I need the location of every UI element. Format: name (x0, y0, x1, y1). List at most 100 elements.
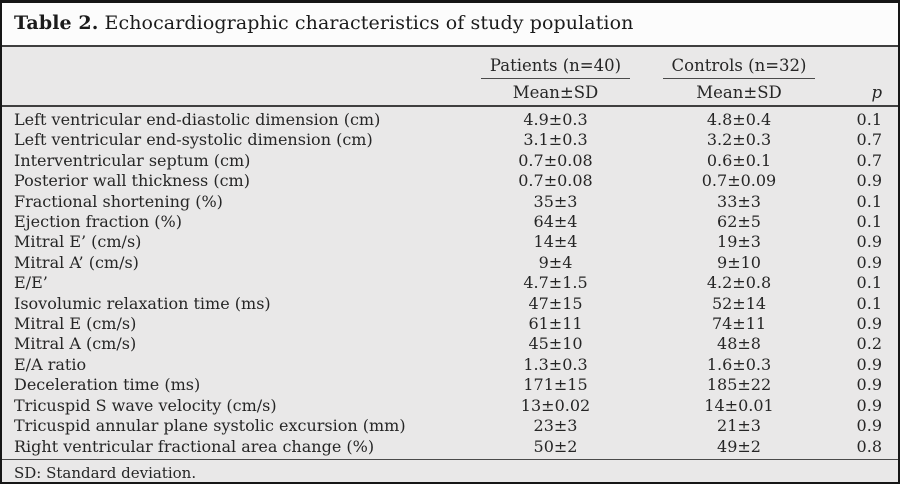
patients-value: 64±4 (533, 212, 578, 232)
patients-value: 61±11 (528, 314, 583, 334)
controls-value: 0.6±0.1 (706, 150, 772, 170)
row-label: Mitral E’ (cm/s) (14, 232, 142, 252)
patients-value: 45±10 (528, 334, 583, 354)
table-row: Isovolumic relaxation time (ms) 47±15 52±1… (2, 294, 898, 314)
table-row: Left ventricular end-diastolic dimension… (2, 106, 898, 130)
p-value: 0.9 (856, 375, 882, 395)
controls-value: 52±14 (711, 293, 767, 313)
controls-value: 74±11 (711, 314, 767, 334)
p-value: 0.7 (856, 150, 882, 170)
table-row: Deceleration time (ms) 171±15 185±22 0.9 (2, 375, 898, 395)
patients-value: 4.9±0.3 (523, 110, 588, 129)
column-group-controls-label: Controls (n=32) (662, 56, 816, 79)
table-number: Table 2. (14, 12, 99, 34)
table-footnote: SD: Standard deviation. (2, 458, 898, 482)
row-label: Mitral A’ (cm/s) (14, 252, 139, 272)
patients-value: 0.7±0.08 (518, 171, 593, 191)
table-row: Left ventricular end-systolic dimension … (2, 130, 898, 150)
row-label: Mitral A (cm/s) (14, 334, 137, 354)
p-value: 0.9 (856, 252, 882, 272)
controls-value: 49±2 (717, 436, 761, 456)
controls-value: 0.7±0.09 (701, 171, 777, 191)
p-value: 0.2 (856, 334, 882, 354)
p-value: 0.9 (856, 395, 882, 415)
p-value: 0.7 (856, 130, 882, 150)
patients-value: 9±4 (538, 252, 573, 272)
patients-value: 13±0.02 (520, 395, 591, 415)
column-header-patients-meansd: Mean±SD (462, 79, 649, 107)
row-label: Ejection fraction (%) (14, 212, 182, 232)
row-label: Fractional shortening (%) (14, 191, 223, 211)
echocardiographic-table: Patients (n=40) Controls (n=32) Mean±SD … (2, 47, 898, 457)
row-label: Left ventricular end-diastolic dimension… (14, 110, 381, 129)
controls-value: 48±8 (717, 334, 761, 354)
controls-value: 1.6±0.3 (706, 354, 772, 374)
table-row: E/E’ 4.7±1.5 4.2±0.8 0.1 (2, 273, 898, 293)
table-header: Patients (n=40) Controls (n=32) Mean±SD … (2, 47, 898, 107)
p-value: 0.8 (856, 436, 882, 456)
controls-value: 4.2±0.8 (706, 273, 772, 293)
patients-value: 171±15 (523, 375, 588, 395)
controls-value: 185±22 (706, 375, 772, 395)
row-label: Tricuspid annular plane systolic excursi… (14, 416, 406, 436)
table-row: Posterior wall thickness (cm) 0.7±0.08 0.7… (2, 171, 898, 191)
patients-value: 3.1±0.3 (523, 130, 588, 150)
row-label: Posterior wall thickness (cm) (14, 171, 250, 191)
row-label: Isovolumic relaxation time (ms) (14, 293, 271, 313)
row-label: Left ventricular end-systolic dimension … (14, 130, 373, 150)
column-group-patients-label: Patients (n=40) (480, 56, 631, 79)
table-row: Mitral A (cm/s) 45±10 48±8 0.2 (2, 334, 898, 354)
table-row: E/A ratio 1.3±0.3 1.6±0.3 0.9 (2, 355, 898, 375)
empty-header-cell (829, 47, 898, 79)
empty-header-cell (2, 79, 462, 107)
table-body: Left ventricular end-diastolic dimension… (2, 106, 898, 457)
table-row: Ejection fraction (%) 64±4 62±5 0.1 (2, 212, 898, 232)
controls-value: 4.8±0.4 (706, 110, 772, 129)
table-row: Mitral E (cm/s) 61±11 74±11 0.9 (2, 314, 898, 334)
patients-value: 47±15 (528, 293, 583, 313)
p-value: 0.1 (856, 191, 882, 211)
table-caption-text: Echocardiographic characteristics of stu… (104, 12, 634, 34)
p-value: 0.9 (856, 416, 882, 436)
patients-value: 50±2 (533, 436, 578, 456)
row-label: Deceleration time (ms) (14, 375, 201, 395)
p-value: 0.9 (856, 171, 882, 191)
controls-value: 19±3 (717, 232, 761, 252)
patients-value: 1.3±0.3 (523, 354, 588, 374)
row-label: E/A ratio (14, 354, 87, 374)
p-value: 0.9 (856, 354, 882, 374)
controls-value: 33±3 (717, 191, 761, 211)
patients-value: 23±3 (533, 416, 578, 436)
controls-value: 14±0.01 (704, 395, 774, 415)
row-label: Mitral E (cm/s) (14, 314, 137, 334)
table-row: Tricuspid annular plane systolic excursi… (2, 416, 898, 436)
controls-value: 62±5 (717, 212, 761, 232)
sub-header-row: Mean±SD Mean±SD p (2, 79, 898, 107)
row-label: Right ventricular fractional area change… (14, 436, 375, 456)
p-value: 0.1 (856, 293, 882, 313)
empty-header-cell (2, 47, 462, 79)
column-group-patients: Patients (n=40) (462, 47, 649, 79)
table-row: Interventricular septum (cm) 0.7±0.08 0.6±… (2, 151, 898, 171)
table-row: Tricuspid S wave velocity (cm/s) 13±0.02 1… (2, 396, 898, 416)
p-value: 0.1 (856, 212, 882, 232)
column-header-controls-meansd: Mean±SD (649, 79, 829, 107)
row-label: E/E’ (14, 273, 48, 293)
table-row: Mitral E’ (cm/s) 14±4 19±3 0.9 (2, 232, 898, 252)
controls-value: 21±3 (717, 416, 761, 436)
patients-value: 4.7±1.5 (523, 273, 588, 293)
column-group-controls: Controls (n=32) (649, 47, 829, 79)
p-value: 0.1 (856, 110, 882, 129)
p-value: 0.9 (856, 314, 882, 334)
patients-value: 35±3 (533, 191, 578, 211)
table-row: Mitral A’ (cm/s) 9±4 9±10 0.9 (2, 253, 898, 273)
table-caption: Table 2. Echocardiographic characteristic… (2, 3, 898, 47)
table-row: Fractional shortening (%) 35±3 33±3 0.1 (2, 192, 898, 212)
column-header-p: p (829, 79, 898, 107)
group-header-row: Patients (n=40) Controls (n=32) (2, 47, 898, 79)
controls-value: 3.2±0.3 (706, 130, 772, 150)
controls-value: 9±10 (717, 252, 761, 272)
row-label: Interventricular septum (cm) (14, 150, 251, 170)
table-row: Right ventricular fractional area change… (2, 437, 898, 457)
